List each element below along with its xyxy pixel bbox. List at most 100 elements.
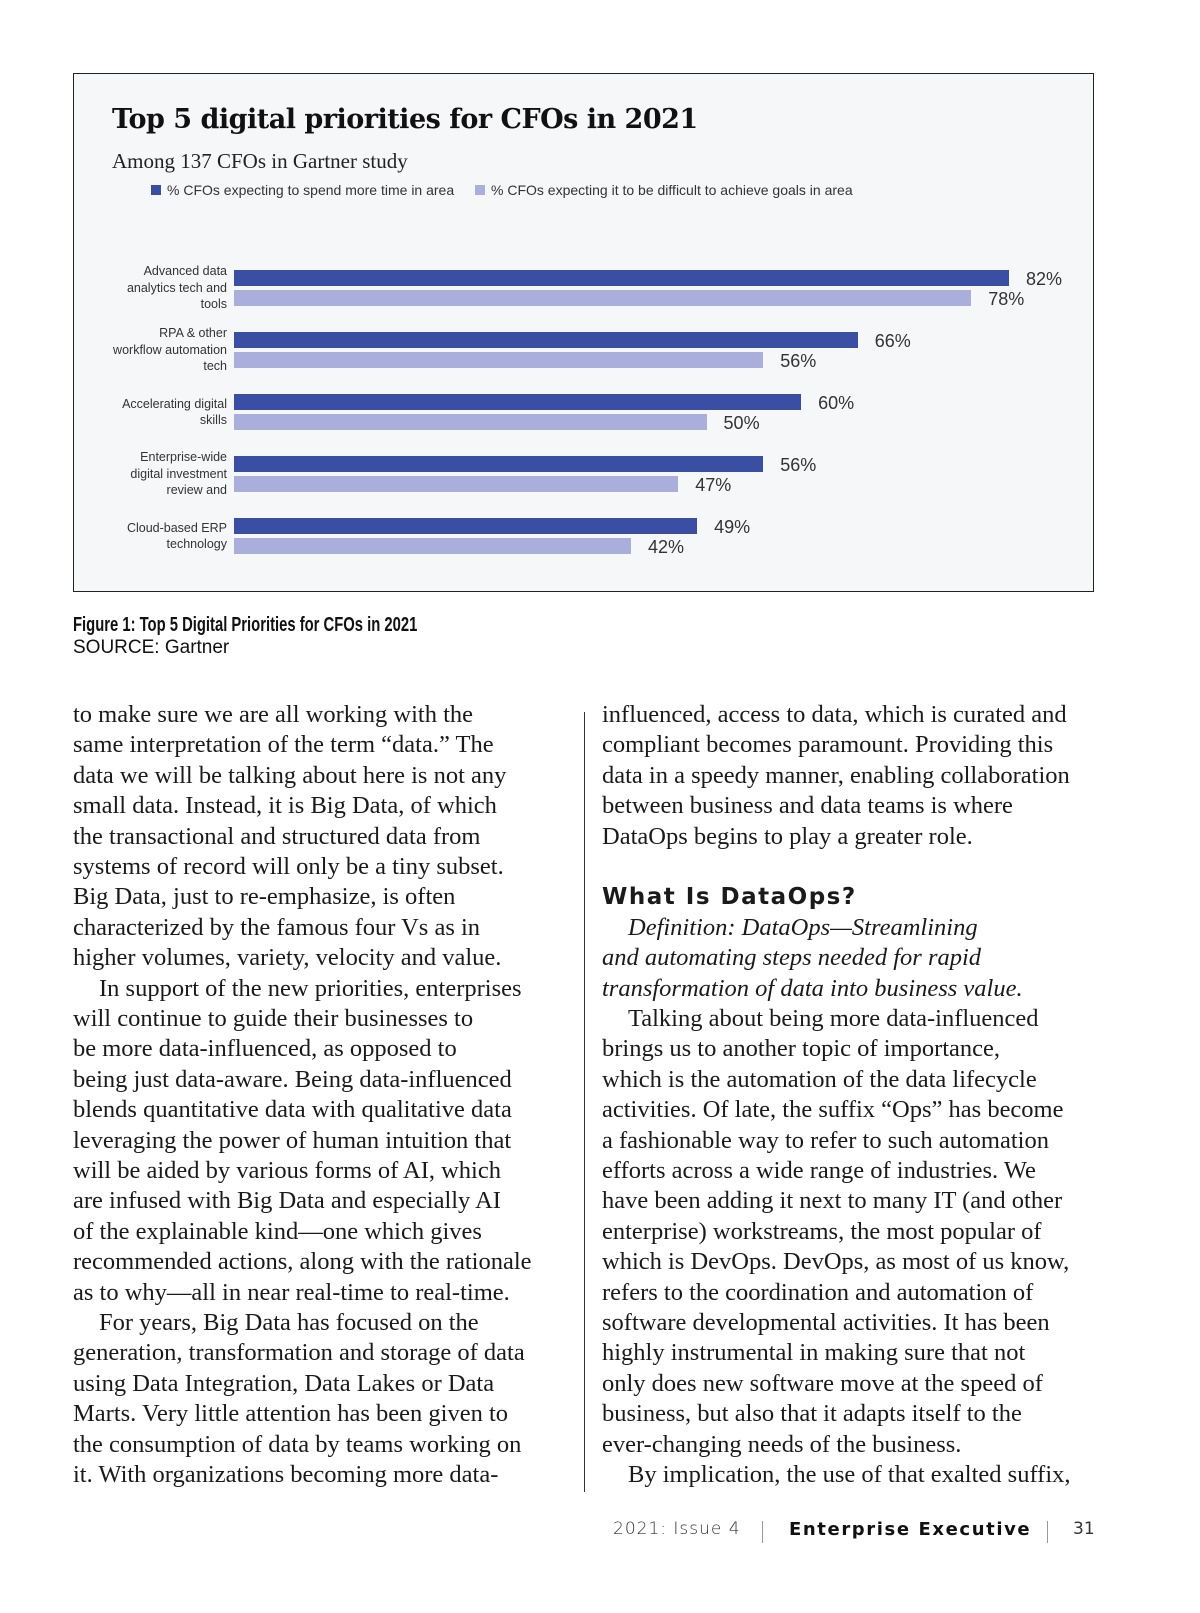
bar [234, 394, 802, 410]
category-label: Cloud-based ERP technology [87, 520, 227, 553]
text-line: systems of record will only be a tiny su… [73, 853, 504, 880]
data-label: 60% [818, 393, 855, 413]
chart-title: Top 5 digital priorities for CFOs in 202… [112, 104, 698, 135]
text-line: be more data-influenced, as opposed to [73, 1035, 457, 1063]
text-line: ever-changing needs of the business. [602, 1430, 962, 1458]
legend-swatch [151, 185, 161, 195]
text-line: DataOps begins to play a greater role. [602, 822, 973, 850]
category-label-line: analytics tech and [126, 280, 227, 295]
category-label-line: Accelerating digital [122, 396, 227, 411]
text-line: Marts. Very little attention has been gi… [73, 1400, 509, 1428]
text-line: data we will be talking about here is no… [73, 761, 507, 789]
data-label: 56% [780, 351, 817, 371]
bar [234, 352, 764, 368]
text-line: of the explainable kind—one which gives [73, 1217, 482, 1245]
bar [234, 414, 707, 430]
text-line: business, but also that it adapts itself… [602, 1400, 1022, 1428]
category-label: Accelerating digital skills [87, 396, 227, 429]
text-line: In support of the new priorities, enterp… [99, 974, 522, 1002]
text-line: as to why—all in near real-time to real-… [73, 1278, 510, 1306]
data-label: 78% [988, 289, 1025, 309]
text-line: being just data-aware. Being data-influe… [73, 1065, 512, 1093]
figure-caption-title: Figure 1: Top 5 Digital Priorities for C… [73, 614, 418, 636]
text-line: recommended actions, along with the rati… [73, 1248, 532, 1276]
definition-line: and automating steps needed for rapid [602, 944, 982, 972]
text-line: characterized by the famous four Vs as i… [73, 913, 481, 941]
text-line: the transactional and structured data fr… [73, 822, 481, 850]
text-line: leveraging the power of human intuition … [73, 1126, 512, 1154]
legend-item-difficult: % CFOs expecting it to be difficult to a… [475, 182, 853, 198]
footer-separator [762, 1521, 763, 1543]
text-line: enterprise) workstreams, the most popula… [602, 1217, 1042, 1245]
category-label-line: Cloud-based ERP [126, 520, 227, 535]
text-line: will continue to guide their businesses … [73, 1005, 474, 1032]
bar [234, 332, 858, 348]
text-line: will be aided by various forms of AI, wh… [73, 1157, 501, 1184]
text-line: Talking about being more data-influenced [628, 1005, 1039, 1032]
category-label-line: Enterprise-wide [140, 450, 227, 465]
definition-line: Definition: DataOps—Streamlining [628, 913, 978, 941]
chart-subtitle: Among 137 CFOs in Gartner study [112, 149, 408, 173]
text-line: By implication, the use of that exalted … [628, 1461, 1071, 1488]
data-label: 42% [647, 537, 684, 557]
text-line: compliant becomes paramount. Providing t… [602, 731, 1054, 759]
definition-line: transformation of data into business val… [602, 974, 1023, 1002]
category-label-line: workflow automation [113, 342, 227, 357]
category-label-line: Advanced data [143, 264, 227, 279]
bar [234, 538, 631, 554]
text-line: it. With organizations becoming more dat… [73, 1461, 499, 1488]
text-line: to make sure we are all working with the [73, 701, 474, 728]
text-line: activities. Of late, the suffix “Ops” ha… [602, 1096, 1064, 1124]
text-line: the consumption of data by teams working… [73, 1430, 522, 1458]
category-label-line: skills [199, 413, 227, 427]
category-label-line: RPA & other [159, 326, 227, 341]
text-line: between business and data teams is where [602, 792, 1013, 820]
text-line: which is DevOps. DevOps, as most of us k… [602, 1248, 1070, 1276]
category-label-line: technology [166, 537, 227, 551]
text-line: small data. Instead, it is Big Data, of … [73, 792, 497, 820]
bar [234, 476, 679, 492]
footer-magazine-name: Enterprise Executive [789, 1519, 1032, 1540]
figure-caption-source: SOURCE: Gartner [73, 637, 230, 658]
data-label: 66% [874, 331, 911, 351]
text-line: data in a speedy manner, enabling collab… [602, 761, 1070, 789]
text-line: only does new software move at the speed… [602, 1369, 1043, 1397]
legend-swatch [475, 185, 485, 195]
category-label: Advanced data analytics tech and tools [87, 263, 227, 313]
text-line: software developmental activities. It ha… [602, 1309, 1050, 1336]
data-label: 50% [723, 413, 760, 433]
data-label: 82% [1026, 269, 1063, 289]
text-line: have been adding it next to many IT (and… [602, 1187, 1063, 1215]
text-line: same interpretation of the term “data.” … [73, 731, 494, 759]
text-line: a fashionable way to refer to such autom… [602, 1126, 1049, 1154]
column-divider [584, 712, 585, 1492]
footer-page-number: 31 [1073, 1519, 1095, 1539]
legend-item-spend-time: % CFOs expecting to spend more time in a… [151, 182, 454, 198]
text-line: using Data Integration, Data Lakes or Da… [73, 1369, 495, 1397]
text-line: influenced, access to data, which is cur… [602, 701, 1067, 728]
bar [234, 270, 1009, 286]
bar [234, 290, 972, 306]
text-line: are infused with Big Data and especially… [73, 1187, 501, 1215]
bar [234, 456, 764, 472]
bar [234, 518, 698, 534]
legend-label: % CFOs expecting it to be difficult to a… [491, 182, 853, 198]
text-line: which is the automation of the data life… [602, 1065, 1037, 1093]
text-line: higher volumes, variety, velocity and va… [73, 944, 502, 972]
text-line: generation, transformation and storage o… [73, 1339, 525, 1367]
section-heading: What Is DataOps? [602, 884, 857, 911]
text-line: Big Data, just to re-emphasize, is often [73, 883, 456, 911]
category-label-line: tools [200, 297, 227, 312]
data-label: 47% [695, 475, 732, 495]
category-label-line: digital investment [130, 466, 227, 481]
category-label-line: tech [203, 359, 227, 374]
data-label: 49% [714, 517, 751, 537]
category-label: Enterprise-wide digital investment review … [87, 449, 227, 499]
footer-separator [1047, 1521, 1048, 1543]
text-line: efforts across a wide range of industrie… [602, 1157, 1036, 1184]
text-line: blends quantitative data with qualitativ… [73, 1096, 512, 1124]
text-line: highly instrumental in making sure that … [602, 1339, 1026, 1367]
data-label: 56% [780, 455, 817, 475]
text-line: refers to the coordination and automatio… [602, 1278, 1034, 1306]
text-line: For years, Big Data has focused on the [99, 1309, 479, 1336]
